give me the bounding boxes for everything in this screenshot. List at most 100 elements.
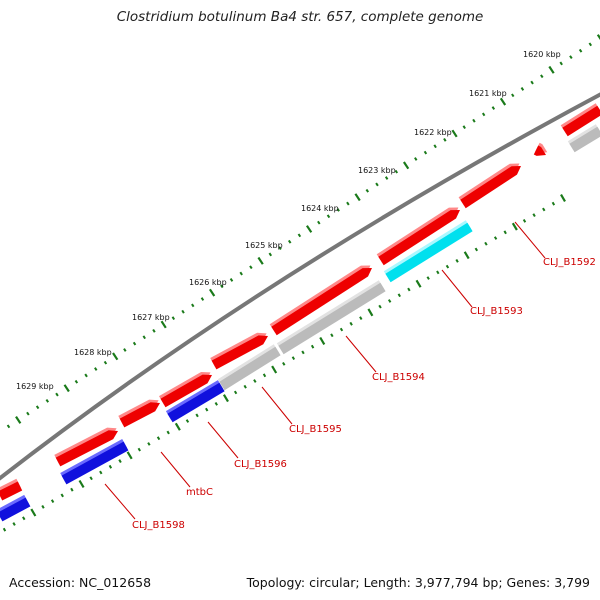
inner-tick (89, 476, 93, 481)
outer-tick-marks (6, 34, 600, 429)
inner-tick (271, 365, 278, 374)
inner-tick (474, 247, 479, 252)
inner-tick (330, 333, 334, 338)
inner-tick (147, 442, 151, 446)
outer-tick (414, 157, 418, 161)
inner-tick (99, 470, 103, 475)
gene-label-line (514, 221, 546, 259)
gene-red (378, 210, 460, 266)
gene-label-clj-b1592: CLJ_B1592 (543, 257, 596, 268)
tick-label: 1623 kbp (358, 166, 396, 175)
gene-labels: CLJ_B1592 CLJ_B1593 CLJ_B1594 CLJ_B1595 … (104, 221, 596, 531)
inner-tick (78, 479, 85, 488)
inner-tick (156, 436, 161, 441)
gene-label-clj-b1593: CLJ_B1593 (470, 306, 523, 317)
outer-tick (346, 201, 350, 206)
inner-tick (214, 402, 218, 406)
gene-red (533, 145, 546, 156)
inner-tick (493, 236, 498, 240)
outer-tick (297, 233, 302, 238)
outer-tick (423, 150, 428, 155)
outer-tick (402, 161, 410, 170)
gene-cyan (385, 222, 473, 283)
inner-tick (542, 207, 546, 212)
inner-tick (436, 270, 440, 275)
gene-label-line (441, 269, 473, 308)
outer-tick (191, 303, 195, 308)
outer-tick (35, 405, 40, 410)
outer-tick (94, 367, 98, 371)
outer-tick (394, 169, 399, 174)
gene-features (0, 103, 600, 522)
gene-blue (167, 382, 225, 423)
inner-tick (282, 361, 286, 366)
inner-tick (41, 504, 45, 509)
outer-tick (530, 80, 534, 85)
inner-tick (349, 321, 353, 326)
outer-tick (26, 411, 30, 416)
outer-tick (540, 74, 544, 79)
inner-tick (222, 394, 229, 403)
outer-tick (499, 97, 507, 106)
outer-tick (257, 256, 264, 265)
gene-label-line (345, 335, 377, 373)
gene-label-clj-b1596: CLJ_B1596 (234, 459, 287, 470)
inner-tick (233, 390, 238, 395)
inner-tick (378, 304, 382, 309)
inner-tick (445, 264, 450, 269)
inner-tick (22, 516, 26, 521)
inner-tick (532, 213, 536, 218)
outer-tick (239, 271, 243, 276)
tick-label: 1627 kbp (132, 313, 170, 322)
inner-tick (12, 522, 16, 526)
inner-tick (310, 344, 315, 349)
inner-tick (560, 194, 566, 202)
outer-tick (208, 288, 216, 297)
inner-tick (70, 487, 74, 492)
outer-tick (220, 284, 224, 289)
tick-label: 1621 kbp (469, 89, 507, 98)
outer-tick (472, 118, 476, 123)
inner-tick (195, 413, 199, 418)
outer-tick (249, 265, 253, 270)
inner-tick (387, 299, 392, 303)
inner-tick (291, 356, 296, 361)
outer-tick (336, 208, 340, 212)
outer-tick (63, 384, 70, 393)
inner-tick (137, 447, 141, 452)
inner-tick (60, 493, 64, 498)
inner-tick (367, 308, 374, 317)
outer-tick (354, 193, 361, 202)
outer-tick (305, 225, 313, 233)
inner-tick (50, 499, 55, 503)
inner-tick (253, 379, 257, 383)
inner-tick (205, 407, 209, 412)
outer-tick (123, 348, 127, 352)
inner-tick (511, 222, 518, 231)
inner-tick (118, 459, 122, 464)
gene-label-clj-b1598: CLJ_B1598 (132, 520, 185, 531)
tick-labels: 1620 kbp 1621 kbp 1622 kbp 1623 kbp 1624… (16, 50, 561, 391)
inner-tick (426, 276, 430, 280)
tick-label: 1628 kbp (74, 348, 112, 357)
inner-tick (397, 293, 401, 298)
gene-label-line (160, 451, 191, 488)
outer-tick (200, 297, 205, 301)
gene-red (119, 402, 160, 428)
inner-tick (407, 287, 411, 292)
outer-tick (142, 335, 146, 340)
outer-tick (451, 129, 458, 138)
gene-gray (278, 282, 386, 355)
inner-tick (319, 336, 326, 345)
tick-label: 1626 kbp (189, 278, 227, 287)
outer-tick (481, 112, 486, 117)
outer-tick (384, 176, 389, 180)
inner-tick (174, 422, 181, 431)
inner-tick (2, 527, 7, 532)
outer-tick (112, 352, 119, 361)
genome-summary: Topology: circular; Length: 3,977,794 bp… (246, 575, 590, 590)
outer-tick (548, 65, 555, 74)
inner-tick (503, 230, 507, 235)
outer-tick (317, 220, 321, 225)
genome-backbone (0, 92, 600, 481)
